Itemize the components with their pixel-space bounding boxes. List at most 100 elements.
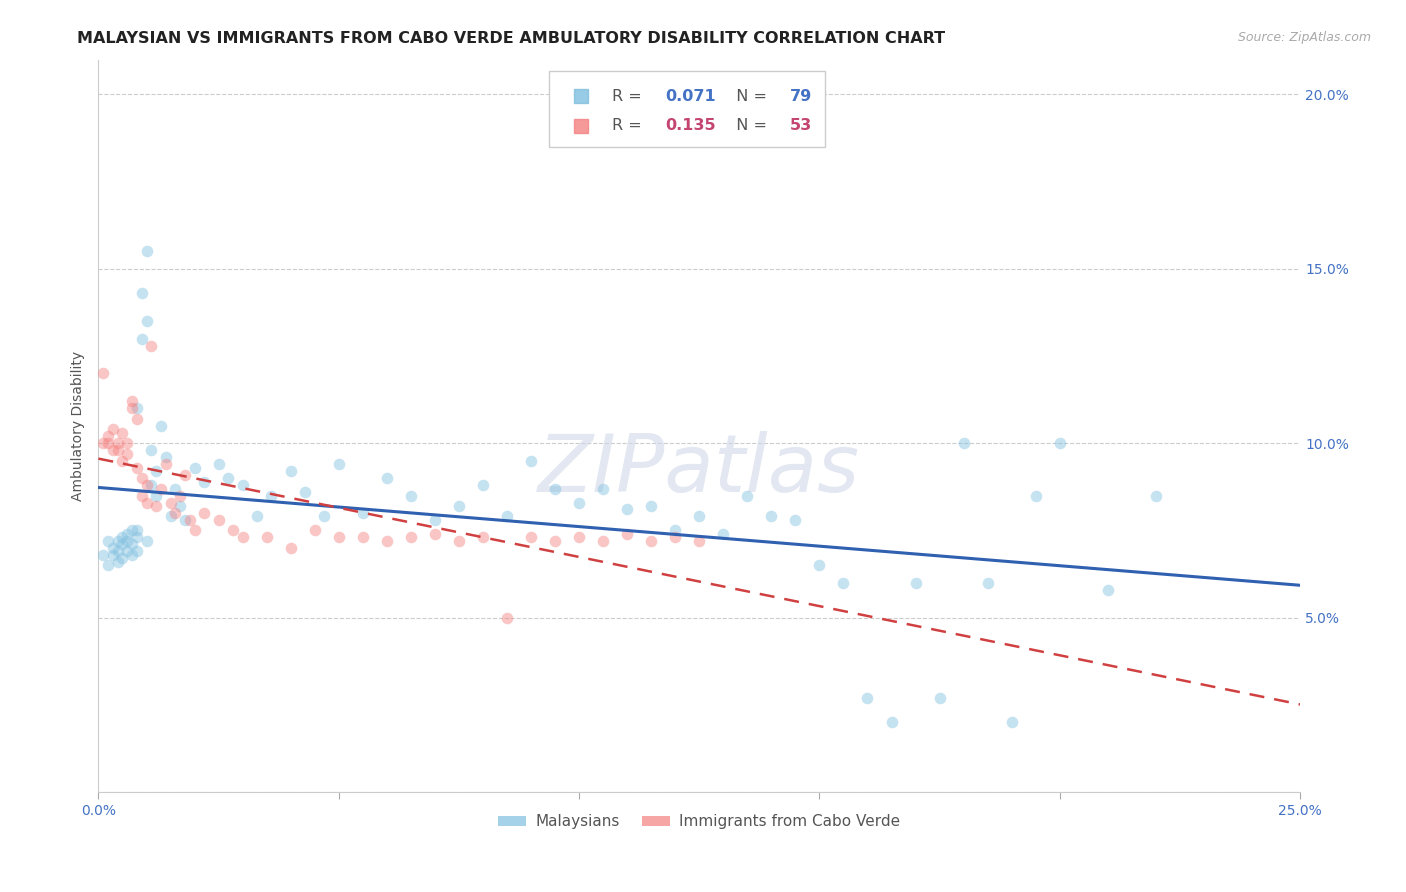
Point [131, 489, 153, 503]
Point [111, 425, 134, 440]
Point [447, 499, 470, 513]
Point [111, 453, 134, 467]
Point [149, 418, 172, 433]
Point [785, 513, 807, 527]
Point [131, 332, 153, 346]
Point [222, 524, 245, 538]
Point [111, 537, 134, 551]
Point [121, 394, 143, 409]
Point [141, 478, 163, 492]
Text: N =: N = [725, 88, 772, 103]
Point [131, 286, 153, 301]
Point [101, 443, 124, 458]
Point [952, 436, 974, 450]
Point [97, 436, 120, 450]
Point [1001, 715, 1024, 730]
Point [111, 530, 134, 544]
Point [256, 530, 278, 544]
Point [928, 690, 950, 705]
Point [135, 478, 157, 492]
Point [125, 401, 148, 416]
Point [183, 524, 205, 538]
Point [423, 513, 446, 527]
Point [664, 524, 686, 538]
Text: 0.135: 0.135 [665, 118, 716, 133]
Point [688, 509, 710, 524]
Point [399, 489, 422, 503]
Point [496, 610, 519, 624]
Point [544, 482, 567, 496]
Point [125, 524, 148, 538]
Point [328, 530, 350, 544]
Point [169, 499, 191, 513]
Point [399, 530, 422, 544]
Point [711, 527, 734, 541]
Point [117, 527, 139, 541]
Point [246, 509, 269, 524]
Point [125, 412, 148, 426]
Point [101, 548, 124, 562]
Point [832, 575, 855, 590]
Point [174, 513, 197, 527]
Text: 79: 79 [789, 88, 811, 103]
Point [1097, 582, 1119, 597]
Point [568, 530, 591, 544]
Point [375, 471, 398, 485]
Point [207, 513, 229, 527]
Point [135, 495, 157, 509]
Point [328, 457, 350, 471]
Point [107, 544, 129, 558]
Point [856, 690, 879, 705]
Point [97, 558, 120, 573]
Point [101, 422, 124, 436]
Point [107, 533, 129, 548]
Point [174, 467, 197, 482]
Point [193, 506, 215, 520]
Point [520, 530, 543, 544]
Legend: Malaysians, Immigrants from Cabo Verde: Malaysians, Immigrants from Cabo Verde [492, 808, 907, 836]
Point [193, 475, 215, 489]
Point [135, 314, 157, 328]
Point [91, 367, 114, 381]
Point [155, 457, 177, 471]
Point [260, 489, 283, 503]
Point [616, 527, 638, 541]
Point [688, 533, 710, 548]
Point [1025, 489, 1047, 503]
Point [496, 509, 519, 524]
Point [1144, 489, 1167, 503]
Point [121, 537, 143, 551]
Point [179, 513, 201, 527]
Point [183, 460, 205, 475]
Point [125, 460, 148, 475]
Text: Source: ZipAtlas.com: Source: ZipAtlas.com [1237, 31, 1371, 45]
Point [117, 544, 139, 558]
Text: MALAYSIAN VS IMMIGRANTS FROM CABO VERDE AMBULATORY DISABILITY CORRELATION CHART: MALAYSIAN VS IMMIGRANTS FROM CABO VERDE … [77, 31, 945, 46]
Point [145, 464, 167, 478]
Point [761, 509, 783, 524]
Point [880, 715, 903, 730]
Point [121, 401, 143, 416]
Point [149, 482, 172, 496]
Point [640, 499, 662, 513]
Point [145, 499, 167, 513]
Point [165, 482, 187, 496]
Point [217, 471, 239, 485]
Text: 0.071: 0.071 [665, 88, 716, 103]
Point [141, 443, 163, 458]
Point [314, 509, 336, 524]
Point [808, 558, 831, 573]
Point [472, 530, 495, 544]
Point [232, 530, 254, 544]
Point [352, 506, 374, 520]
Point [352, 530, 374, 544]
Point [472, 478, 495, 492]
Point [165, 506, 187, 520]
Point [207, 457, 229, 471]
Point [117, 436, 139, 450]
Point [904, 575, 927, 590]
Point [568, 495, 591, 509]
Point [117, 533, 139, 548]
Point [544, 533, 567, 548]
Text: N =: N = [725, 118, 772, 133]
